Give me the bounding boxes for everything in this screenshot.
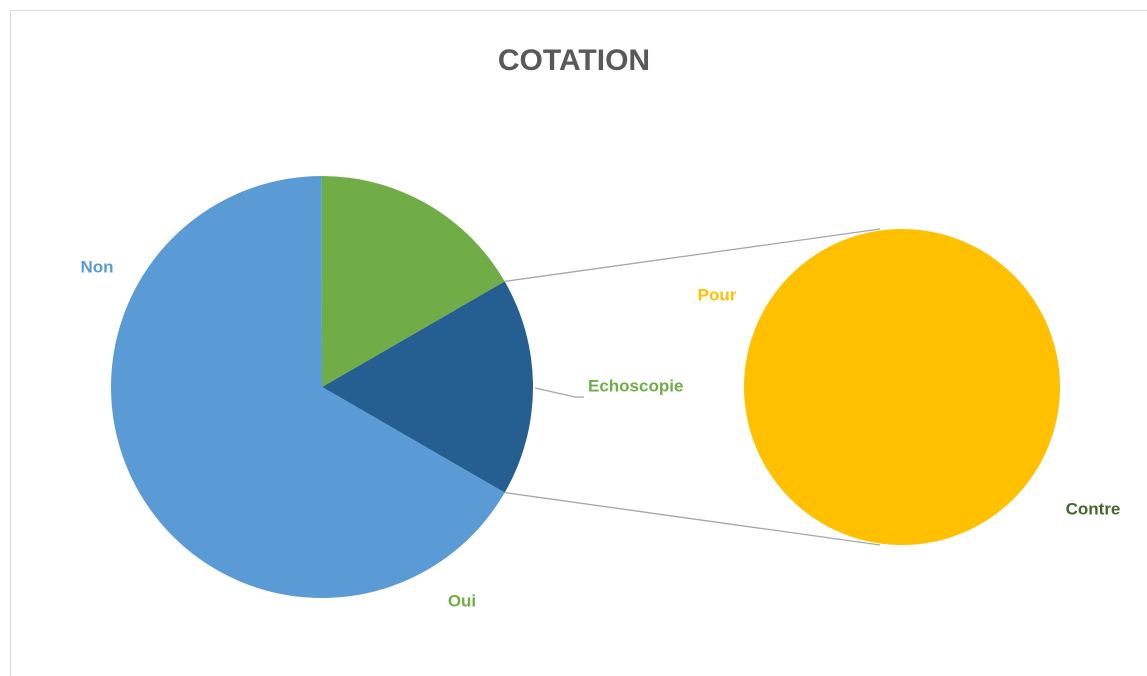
- pie-slice: [322, 281, 533, 493]
- chart-title: COTATION: [498, 44, 650, 77]
- pie-slice: [111, 176, 505, 599]
- slice-label: Oui: [448, 591, 476, 610]
- slice-label: Contre: [1066, 499, 1121, 518]
- leader-line: [534, 387, 584, 398]
- pie-slice: [321, 175, 505, 387]
- slice-label: Pour: [698, 285, 737, 304]
- connector-line: [504, 491, 881, 546]
- slice-label: Non: [80, 257, 113, 276]
- connector-line: [504, 228, 881, 283]
- slice-label: Echoscopie: [588, 376, 683, 395]
- pie-slice: [744, 229, 1060, 545]
